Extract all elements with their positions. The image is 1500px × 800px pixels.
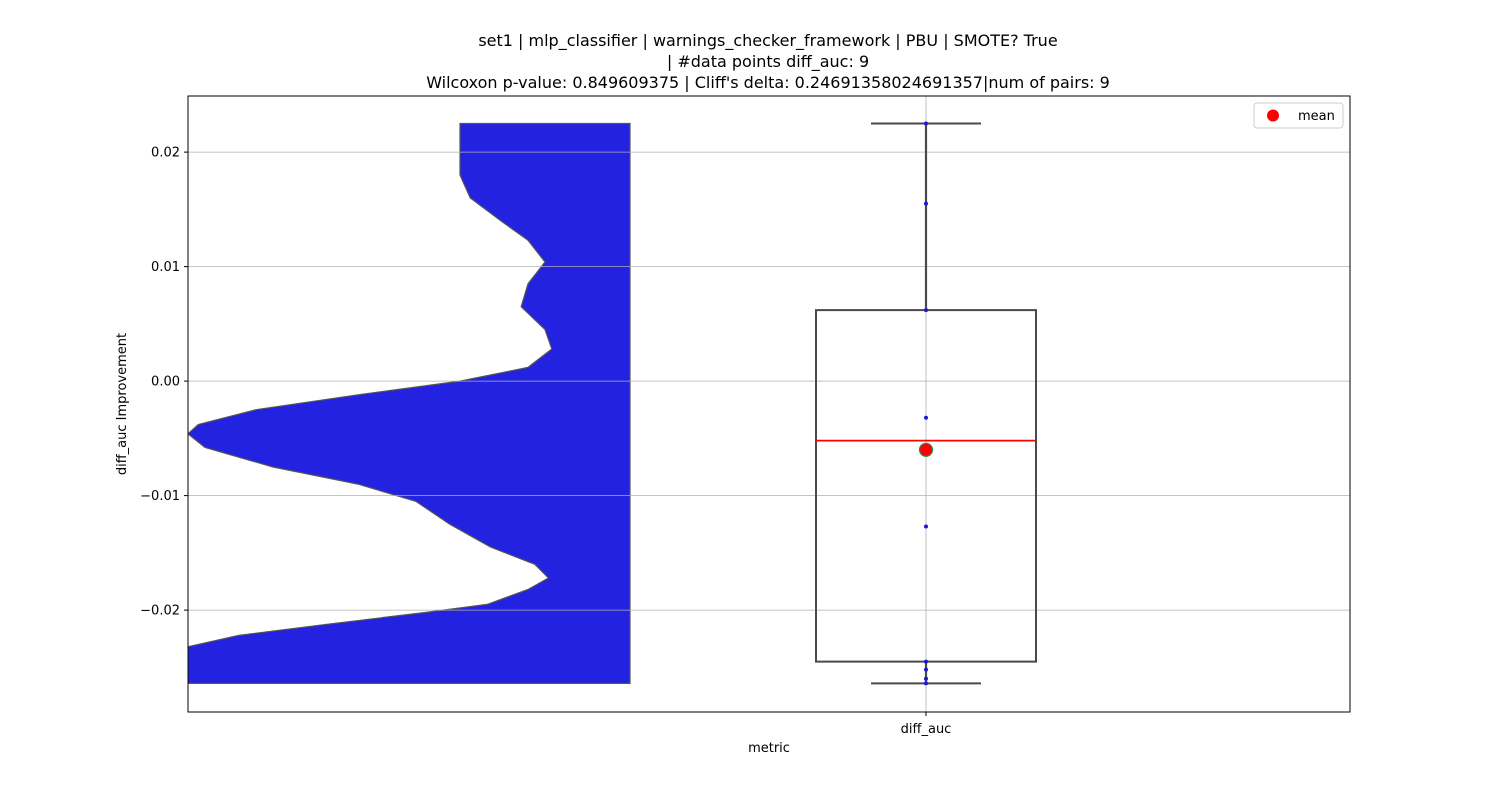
chart-title-line-3: Wilcoxon p-value: 0.849609375 | Cliff's … — [426, 73, 1110, 92]
chart-title-line-2: | #data points diff_auc: 9 — [667, 52, 869, 72]
data-point — [924, 121, 928, 126]
legend-box — [1253, 102, 1344, 129]
x-axis-label: metric — [748, 741, 790, 756]
data-point — [924, 308, 928, 313]
y-tick-label: 0.01 — [151, 260, 180, 275]
data-point — [924, 681, 928, 686]
chart-title-line-1: set1 | mlp_classifier | warnings_checker… — [478, 31, 1057, 51]
violin-shape — [188, 122, 631, 684]
data-point — [924, 676, 928, 681]
y-tick-label: 0.00 — [151, 375, 180, 390]
x-tick-label: diff_auc — [901, 722, 952, 737]
data-point — [924, 667, 928, 672]
legend-mean-label: mean — [1298, 109, 1335, 124]
data-point — [924, 524, 928, 529]
plot-frame — [187, 95, 1351, 713]
data-point — [924, 201, 928, 206]
y-tick-label: −0.02 — [140, 604, 180, 619]
y-tick-label: −0.01 — [140, 489, 180, 504]
legend-mean-marker — [1267, 109, 1279, 122]
data-point — [924, 415, 928, 420]
y-axis-label: diff_auc Improvement — [115, 333, 130, 475]
mean-marker — [918, 442, 934, 457]
data-point — [924, 659, 928, 664]
plot-area: −0.02 −0.01 0.00 0.01 0.02 diff_auc — [140, 96, 1350, 737]
legend: mean — [1253, 102, 1344, 129]
y-tick-label: 0.02 — [151, 146, 180, 161]
